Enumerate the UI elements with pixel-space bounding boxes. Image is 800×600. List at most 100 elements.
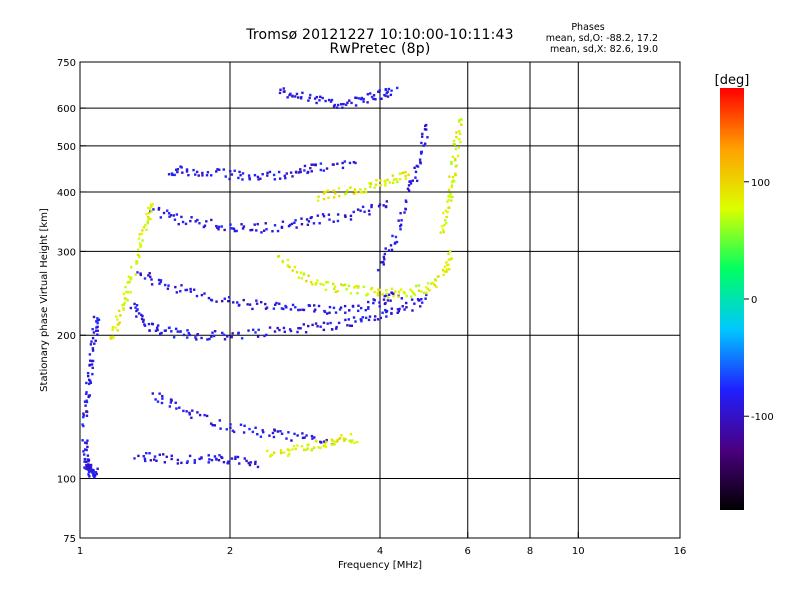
data-point	[294, 219, 297, 222]
data-point	[210, 218, 213, 222]
data-point	[322, 169, 325, 172]
data-point	[282, 87, 285, 90]
data-point	[273, 178, 277, 181]
colorbar-label: [deg]	[715, 73, 750, 88]
data-point	[140, 232, 144, 236]
data-point	[449, 192, 452, 196]
data-point	[442, 230, 445, 234]
data-point	[325, 438, 328, 442]
data-point	[169, 401, 173, 404]
data-point	[141, 229, 144, 232]
data-point	[217, 228, 220, 231]
data-point	[135, 309, 138, 313]
data-point	[457, 137, 461, 141]
data-point	[150, 278, 153, 281]
data-point	[149, 217, 152, 221]
data-point	[145, 228, 148, 232]
data-point	[325, 167, 329, 170]
data-point	[174, 327, 178, 331]
y-tick-label: 75	[63, 534, 76, 545]
data-point	[353, 441, 356, 445]
data-point	[381, 311, 384, 314]
data-point	[458, 120, 461, 123]
data-point	[367, 318, 371, 322]
data-point	[209, 422, 213, 425]
data-point	[314, 308, 317, 311]
data-point	[184, 222, 188, 226]
data-point	[266, 174, 269, 177]
data-point	[251, 328, 255, 332]
data-point	[309, 93, 312, 97]
data-point	[420, 297, 423, 301]
data-point	[85, 414, 89, 417]
data-point	[316, 214, 320, 217]
data-point	[344, 311, 347, 314]
data-point	[175, 213, 179, 216]
data-point	[352, 192, 356, 195]
data-point	[149, 203, 153, 207]
data-point	[310, 448, 314, 451]
data-point	[192, 288, 196, 291]
data-point	[384, 205, 388, 209]
data-point	[215, 457, 218, 461]
data-point	[365, 293, 369, 297]
data-point	[87, 395, 90, 399]
data-point	[215, 170, 218, 173]
data-point	[145, 451, 148, 455]
data-point	[81, 439, 84, 442]
data-point	[307, 324, 310, 328]
data-point	[170, 457, 173, 461]
data-point	[205, 174, 209, 177]
data-point	[380, 97, 383, 101]
data-point	[410, 298, 414, 301]
data-point	[390, 312, 393, 315]
data-point	[272, 307, 276, 310]
data-point	[88, 464, 91, 467]
data-point	[337, 194, 341, 198]
data-point	[213, 330, 217, 333]
data-point	[378, 301, 381, 304]
data-point	[207, 461, 210, 464]
data-point	[111, 328, 114, 332]
data-point	[319, 282, 322, 286]
data-point	[148, 207, 152, 210]
data-point	[450, 184, 454, 187]
data-point	[273, 429, 277, 432]
data-point	[445, 215, 448, 219]
data-point	[400, 288, 403, 291]
data-point	[403, 308, 406, 311]
data-point	[332, 220, 335, 223]
data-point	[125, 290, 128, 294]
data-point	[87, 470, 91, 474]
data-point	[116, 329, 119, 332]
data-point	[385, 310, 388, 314]
data-point	[249, 228, 252, 232]
data-point	[335, 106, 339, 109]
data-point	[170, 330, 173, 333]
data-point	[152, 458, 156, 461]
data-point	[327, 196, 330, 199]
data-point	[364, 316, 368, 320]
data-point	[233, 229, 237, 233]
data-point	[283, 330, 287, 334]
data-point	[374, 315, 377, 318]
data-point	[325, 440, 328, 444]
data-point	[347, 284, 351, 288]
data-point	[392, 178, 396, 181]
data-point	[434, 279, 438, 282]
data-point	[291, 303, 295, 307]
data-point	[384, 88, 387, 92]
data-point	[82, 450, 85, 453]
data-point	[319, 95, 322, 98]
data-point	[315, 282, 318, 285]
data-point	[205, 220, 208, 223]
data-point	[195, 294, 199, 298]
data-point	[217, 459, 221, 462]
data-point	[194, 336, 197, 339]
data-point	[307, 274, 310, 277]
data-point	[268, 170, 272, 174]
data-point	[323, 440, 326, 443]
data-point	[341, 161, 344, 165]
data-point	[288, 223, 292, 227]
data-point	[397, 295, 400, 298]
